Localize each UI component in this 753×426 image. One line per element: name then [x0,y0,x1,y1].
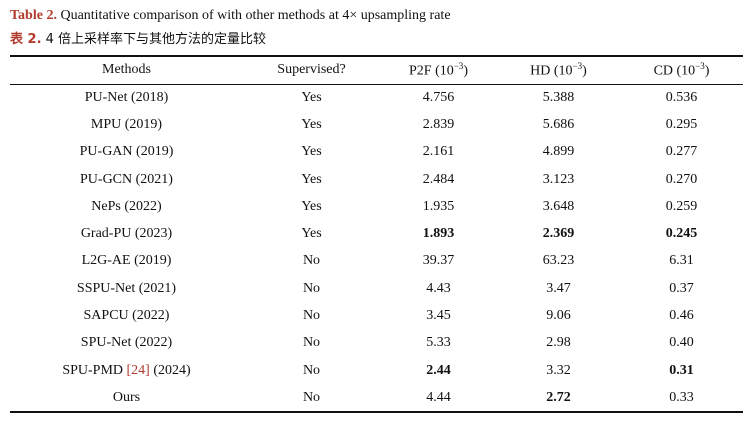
cell-hd: 3.123 [542,171,575,187]
cell-method: PU-Net (2018) [84,89,169,105]
cell-hd: 63.23 [542,253,575,269]
cell-p2f: 4.43 [426,280,451,296]
cell-supervised: No [302,389,321,405]
cell-p2f-best: 2.44 [426,362,451,378]
cell-cd: 0.536 [665,89,698,105]
table-label-zh: 表 2. [10,32,42,47]
table-row: SSPU-Net (2021) No 4.43 3.47 0.37 [10,275,743,302]
cell-cd: 0.37 [669,280,694,296]
cell-p2f: 4.756 [422,89,455,105]
table-row: Ours No 4.44 2.72 0.33 [10,384,743,411]
cell-hd-best: 2.72 [546,389,571,405]
table-row: SPU-PMD [24] (2024) No 2.44 3.32 0.31 [10,357,743,384]
header-supervised: Supervised? [277,62,346,77]
table-row: PU-GCN (2021) Yes 2.484 3.123 0.270 [10,166,743,193]
header-rule [10,84,743,85]
cell-hd: 5.686 [542,116,575,132]
cell-cd: 0.295 [665,116,698,132]
header-p2f: P2F (10−3) [409,60,468,79]
cell-hd: 3.47 [546,280,571,296]
table-row: MPU (2019) Yes 2.839 5.686 0.295 [10,111,743,138]
cell-supervised: No [302,253,321,269]
table-row: PU-GAN (2019) Yes 2.161 4.899 0.277 [10,139,743,166]
top-rule [10,55,743,57]
bottom-rule [10,411,743,413]
cell-hd: 9.06 [546,308,571,324]
table-label: Table 2. [10,8,57,23]
cell-supervised: No [302,280,321,296]
cell-supervised: No [302,335,321,351]
cell-hd-best: 2.369 [542,226,575,242]
cell-hd: 5.388 [542,89,575,105]
cell-supervised: No [302,308,321,324]
cell-method: PU-GCN (2021) [80,171,173,187]
table-row: SAPCU (2022) No 3.45 9.06 0.46 [10,302,743,329]
cell-supervised: Yes [301,89,322,105]
cell-supervised: Yes [301,226,322,242]
cell-hd: 2.98 [546,335,571,351]
cell-method: PU-GAN (2019) [79,144,174,160]
cell-p2f: 1.935 [422,198,455,214]
cell-cd-best: 0.31 [669,362,694,378]
cell-p2f-best: 1.893 [422,226,455,242]
cell-method: SPU-Net (2022) [80,335,173,351]
cell-method: Grad-PU (2023) [80,226,173,242]
cell-p2f: 39.37 [422,253,455,269]
header-row: Methods Supervised? P2F (10−3) HD (10−3)… [10,56,743,84]
caption-english: Table 2. Quantitative comparison of with… [10,8,451,24]
cell-supervised: No [302,362,321,378]
cell-method: L2G-AE (2019) [81,253,172,269]
header-cd: CD (10−3) [653,60,710,79]
cell-method: SPU-PMD [24] (2024) [62,362,191,378]
table-row: L2G-AE (2019) No 39.37 63.23 6.31 [10,248,743,275]
cell-supervised: Yes [301,171,322,187]
cell-supervised: Yes [301,198,322,214]
table-row: NePs (2022) Yes 1.935 3.648 0.259 [10,193,743,220]
cell-hd: 4.899 [542,144,575,160]
cell-cd: 0.33 [669,389,694,405]
cell-cd: 6.31 [669,253,694,269]
cell-p2f: 2.161 [422,144,455,160]
cell-p2f: 3.45 [426,308,451,324]
cell-supervised: Yes [301,144,322,160]
table-row: Grad-PU (2023) Yes 1.893 2.369 0.245 [10,220,743,247]
caption-text-zh: 4 倍上采样率下与其他方法的定量比较 [45,32,267,47]
caption-text: Quantitative comparison of with other me… [60,8,451,23]
cell-method: SAPCU (2022) [83,308,170,324]
header-hd: HD (10−3) [530,60,587,79]
cell-cd: 0.259 [665,198,698,214]
cell-method: Ours [112,389,141,405]
cell-method: SSPU-Net (2021) [76,280,177,296]
cell-cd: 0.270 [665,171,698,187]
citation-link[interactable]: [24] [126,362,150,378]
cell-p2f: 4.44 [426,389,451,405]
cell-method: MPU (2019) [90,116,163,132]
caption-chinese: 表 2. 4 倍上采样率下与其他方法的定量比较 [10,28,266,47]
cell-p2f: 2.484 [422,171,455,187]
header-methods: Methods [102,62,151,77]
cell-cd: 0.277 [665,144,698,160]
cell-cd: 0.40 [669,335,694,351]
table-row: PU-Net (2018) Yes 4.756 5.388 0.536 [10,84,743,111]
comparison-table: Methods Supervised? P2F (10−3) HD (10−3)… [10,56,743,412]
cell-method: NePs (2022) [91,198,162,214]
cell-hd: 3.648 [542,198,575,214]
cell-supervised: Yes [301,116,322,132]
cell-p2f: 2.839 [422,116,455,132]
cell-cd-best: 0.245 [665,226,698,242]
cell-p2f: 5.33 [426,335,451,351]
table-row: SPU-Net (2022) No 5.33 2.98 0.40 [10,330,743,357]
cell-hd: 3.32 [546,362,571,378]
cell-cd: 0.46 [669,308,694,324]
